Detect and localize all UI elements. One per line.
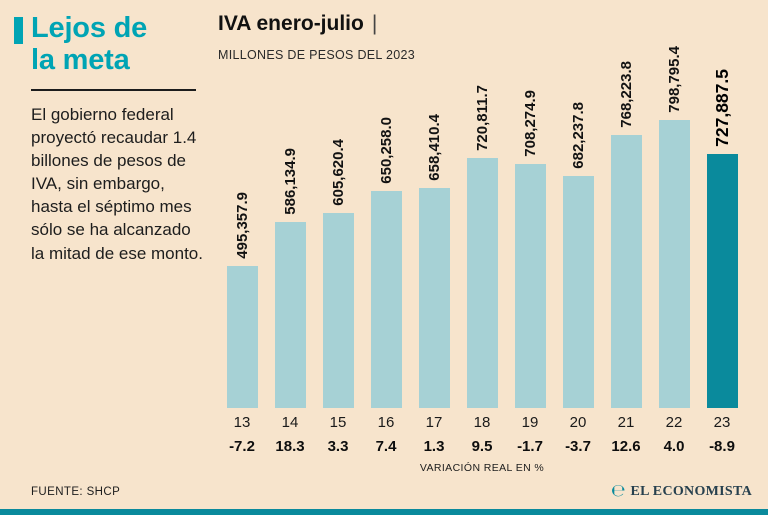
- bar-value-label: 650,258.0: [377, 117, 395, 184]
- variation-value: -1.7: [517, 438, 543, 455]
- bar-column: 768,223.8: [602, 30, 650, 408]
- chart-subtitle: MILLONES DE PESOS DEL 2023: [218, 48, 416, 62]
- bar-column: 650,258.0: [362, 30, 410, 408]
- bar-column: 798,795.4: [650, 30, 698, 408]
- logo-e-icon: ℮: [610, 481, 626, 501]
- bar-value-label: 708,274.9: [521, 90, 539, 157]
- title-block: Lejos de la meta: [14, 12, 210, 77]
- chart-title-separator: |: [371, 12, 378, 35]
- bar-column: 720,811.7: [458, 30, 506, 408]
- bar-value-label: 682,237.8: [569, 102, 587, 169]
- variation-value: 1.3: [423, 438, 445, 455]
- bar-value-label: 727,887.5: [711, 69, 732, 147]
- x-axis-year-label: 17: [425, 414, 443, 431]
- page-title-line2: la meta: [31, 44, 130, 77]
- x-axis-year-label: 21: [617, 414, 635, 431]
- bar-value-label: 768,223.8: [617, 61, 635, 128]
- bar-column: 708,274.9: [506, 30, 554, 408]
- bar-value-label: 720,811.7: [473, 85, 491, 151]
- bar: [610, 135, 642, 408]
- bar-value-label: 798,795.4: [665, 46, 683, 113]
- x-axis-year-label: 13: [233, 414, 251, 431]
- bar: [274, 222, 306, 408]
- bar: [322, 213, 354, 408]
- left-column: Lejos de la meta El gobierno federal pro…: [14, 12, 210, 265]
- intro-text: El gobierno federal proyectó recaudar 1.…: [31, 104, 203, 263]
- title-accent-bar: [14, 17, 23, 44]
- x-axis-year-label: 19: [521, 414, 539, 431]
- variation-value: 9.5: [471, 438, 493, 455]
- bar-column: 658,410.4: [410, 30, 458, 408]
- source-label: FUENTE: SHCP: [31, 486, 121, 498]
- bar-value-label: 586,134.9: [281, 148, 299, 215]
- variation-value: -3.7: [565, 438, 591, 455]
- bar: [658, 120, 690, 408]
- bar: [514, 164, 546, 408]
- x-axis-year-label: 23: [713, 414, 731, 431]
- title-divider: [31, 88, 196, 91]
- logo: ℮ EL ECONOMISTA: [611, 483, 752, 500]
- x-axis-years: 13 14 15 16 17 18 19 20 21 22 23: [218, 414, 746, 431]
- bar: [418, 188, 450, 408]
- bar-value-label: 605,620.4: [329, 139, 347, 206]
- bar-column: 605,620.4: [314, 30, 362, 408]
- variation-value: -8.9: [709, 438, 735, 455]
- bar: [466, 158, 498, 408]
- page-title: Lejos de la meta: [31, 12, 147, 77]
- variation-row: -7.2 18.3 3.3 7.4 1.3 9.5 -1.7 -3.7 12.6 4.0 -8.9: [218, 438, 746, 455]
- bar-column: 727,887.5: [698, 30, 746, 408]
- x-axis-year-label: 14: [281, 414, 299, 431]
- bar: [562, 176, 594, 408]
- bar-value-label: 658,410.4: [425, 114, 443, 181]
- bar-value-label: 495,357.9: [233, 192, 251, 259]
- x-axis-year-label: 20: [569, 414, 587, 431]
- chart-header: IVA enero-julio |: [218, 12, 758, 36]
- bar-column: 586,134.9: [266, 30, 314, 408]
- variation-value: 12.6: [611, 438, 641, 455]
- bar: [226, 266, 258, 408]
- highlighted-bar: [706, 154, 738, 408]
- bar: [370, 191, 402, 408]
- bottom-accent-bar: [0, 509, 768, 515]
- variation-value: 3.3: [327, 438, 349, 455]
- bar-chart: 495,357.9 586,134.9 605,620.4 650,258.0 658,…: [218, 30, 746, 408]
- bar-column: 495,357.9: [218, 30, 266, 408]
- variation-value: 18.3: [275, 438, 305, 455]
- variation-axis-label: VARIACIÓN REAL EN %: [419, 462, 545, 474]
- variation-value: 7.4: [375, 438, 397, 455]
- x-axis-year-label: 22: [665, 414, 683, 431]
- variation-value: -7.2: [229, 438, 255, 455]
- chart-title: IVA enero-julio: [218, 12, 364, 35]
- page-title-line1: Lejos de: [31, 12, 148, 44]
- bar-column: 682,237.8: [554, 30, 602, 408]
- x-axis-year-label: 15: [329, 414, 347, 431]
- x-axis-year-label: 16: [377, 414, 395, 431]
- x-axis-year-label: 18: [473, 414, 491, 431]
- logo-text: EL ECONOMISTA: [630, 483, 752, 499]
- variation-value: 4.0: [663, 438, 685, 455]
- chart-area: IVA enero-julio | MILLONES DE PESOS DEL …: [218, 12, 758, 502]
